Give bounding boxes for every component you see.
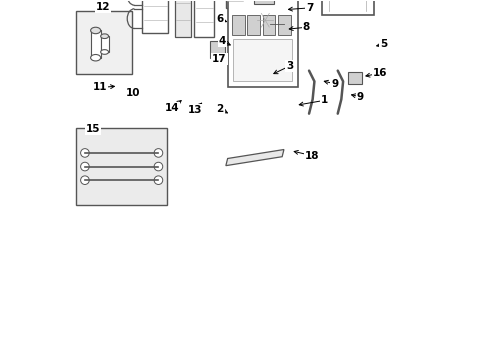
Bar [262, 15, 275, 35]
Text: 1: 1 [320, 95, 327, 105]
Text: 14: 14 [164, 103, 179, 113]
Bar [194, 0, 214, 37]
Text: 18: 18 [304, 150, 319, 161]
Bar [231, 19, 258, 42]
Bar [225, 0, 244, 8]
Circle shape [230, 57, 235, 62]
Circle shape [81, 176, 89, 184]
Bar [251, 3, 278, 37]
Bar [76, 128, 167, 205]
Bar [254, 0, 273, 4]
Circle shape [227, 55, 238, 65]
Ellipse shape [90, 54, 101, 61]
Text: 17: 17 [212, 54, 226, 64]
Text: 13: 13 [187, 105, 202, 115]
Text: 9: 9 [331, 79, 338, 89]
Text: 16: 16 [372, 68, 386, 78]
Ellipse shape [101, 34, 108, 39]
Text: 12: 12 [96, 2, 110, 12]
Bar [210, 41, 225, 58]
Text: 9: 9 [356, 92, 363, 102]
Text: 4: 4 [218, 36, 225, 46]
Text: 8: 8 [302, 22, 309, 32]
Circle shape [81, 162, 89, 171]
Polygon shape [225, 149, 284, 166]
Bar [233, 39, 292, 81]
Text: 7: 7 [305, 3, 313, 13]
Bar [231, 15, 244, 35]
Text: 6: 6 [216, 14, 224, 24]
Bar [227, 0, 297, 87]
Bar [76, 12, 131, 74]
Circle shape [81, 149, 89, 157]
Text: 2: 2 [216, 104, 224, 114]
Bar [247, 15, 260, 35]
Bar [278, 15, 290, 35]
Bar [270, 18, 284, 31]
Text: 15: 15 [86, 124, 100, 134]
Text: 10: 10 [125, 88, 140, 98]
Ellipse shape [101, 50, 108, 54]
Ellipse shape [90, 27, 101, 34]
Ellipse shape [251, 0, 278, 8]
Bar [321, 0, 373, 15]
Bar [174, 0, 190, 37]
Ellipse shape [251, 33, 278, 42]
Circle shape [154, 149, 163, 157]
Text: 5: 5 [379, 40, 386, 49]
Text: 11: 11 [93, 82, 107, 93]
Circle shape [154, 162, 163, 171]
Circle shape [237, 23, 253, 39]
Circle shape [154, 176, 163, 184]
Bar [142, 0, 168, 33]
Bar [90, 31, 101, 58]
Bar [101, 36, 108, 52]
Circle shape [241, 28, 248, 35]
Text: 3: 3 [285, 61, 293, 71]
Bar [347, 72, 362, 84]
